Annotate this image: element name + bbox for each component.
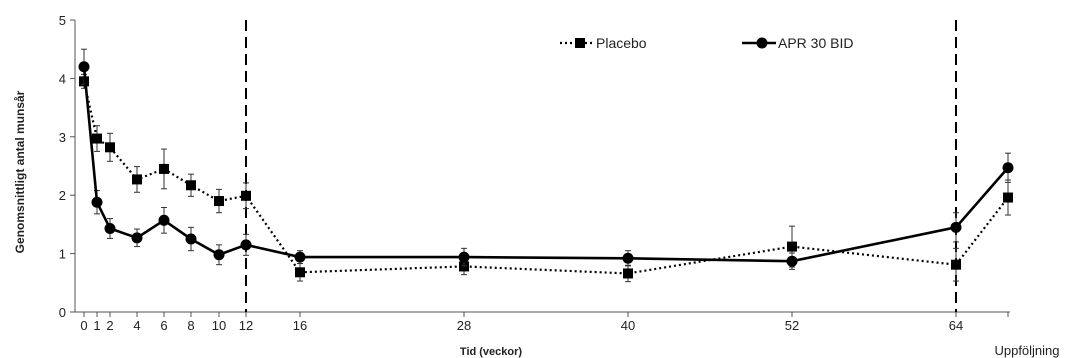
x-tick-label: 8 xyxy=(187,318,194,333)
x-tick-label: 64 xyxy=(949,318,963,333)
data-point-circle xyxy=(78,61,90,73)
y-axis-title: Genomsnittligt antal munsår xyxy=(13,90,27,253)
data-point-circle xyxy=(91,196,103,208)
x-axis-title: Tid (veckor) xyxy=(460,346,522,358)
data-point-square xyxy=(214,196,224,207)
data-point-square xyxy=(787,241,797,252)
reference-lines xyxy=(245,20,957,312)
legend-item: APR 30 BID xyxy=(742,35,853,51)
x-tick-label: 6 xyxy=(160,318,167,333)
y-tick-label: 5 xyxy=(59,13,66,28)
data-point-square xyxy=(159,163,169,174)
data-point-square xyxy=(623,268,633,279)
data-point-square xyxy=(105,142,115,153)
data-point-circle xyxy=(131,232,143,244)
y-tick-label: 0 xyxy=(59,305,66,320)
legend-label: Placebo xyxy=(596,35,647,51)
y-tick-label: 1 xyxy=(59,247,66,262)
legend-item: Placebo xyxy=(560,35,647,51)
data-point-circle xyxy=(294,251,306,263)
x-tick-label: 28 xyxy=(457,318,471,333)
data-point-square xyxy=(186,180,196,191)
x-tick-label: 52 xyxy=(785,318,799,333)
data-point-circle xyxy=(158,214,170,226)
series-layer xyxy=(78,48,1014,283)
legend-label: APR 30 BID xyxy=(778,35,853,51)
data-point-square xyxy=(951,259,961,270)
data-point-circle xyxy=(104,222,116,234)
legend-marker-circle xyxy=(756,37,768,49)
chart-legend: Placebo APR 30 BID xyxy=(560,35,853,51)
data-point-circle xyxy=(786,255,798,267)
y-tick-label: 4 xyxy=(59,71,66,86)
data-point-circle xyxy=(240,239,252,251)
data-point-circle xyxy=(622,252,634,264)
data-point-circle xyxy=(1002,162,1014,174)
data-point-square xyxy=(459,261,469,272)
y-tick-label: 3 xyxy=(59,130,66,145)
x-tick-label: 2 xyxy=(106,318,113,333)
x-tick-label: 1 xyxy=(93,318,100,333)
data-point-square xyxy=(132,174,142,185)
data-point-square xyxy=(295,267,305,278)
y-tick-label: 2 xyxy=(59,188,66,203)
data-point-circle xyxy=(213,249,225,261)
data-point-circle xyxy=(458,251,470,263)
series-line xyxy=(82,66,1009,263)
series-line xyxy=(82,81,1009,275)
data-point-circle xyxy=(950,221,962,233)
x-tick-label: 4 xyxy=(133,318,140,333)
x-tick-label: 16 xyxy=(293,318,307,333)
x-tick-label: 10 xyxy=(212,318,226,333)
data-point-square xyxy=(1003,192,1013,203)
data-point-square xyxy=(92,133,102,144)
data-point-square xyxy=(241,190,251,201)
data-point-circle xyxy=(185,233,197,245)
x-tick-label: 0 xyxy=(80,318,87,333)
x-tick-label: Uppföljning xyxy=(994,343,1059,358)
x-tick-label: 40 xyxy=(621,318,635,333)
legend-marker-square xyxy=(575,38,585,48)
series-apr-30-bid xyxy=(78,48,1014,270)
x-tick-label: 12 xyxy=(239,318,253,333)
